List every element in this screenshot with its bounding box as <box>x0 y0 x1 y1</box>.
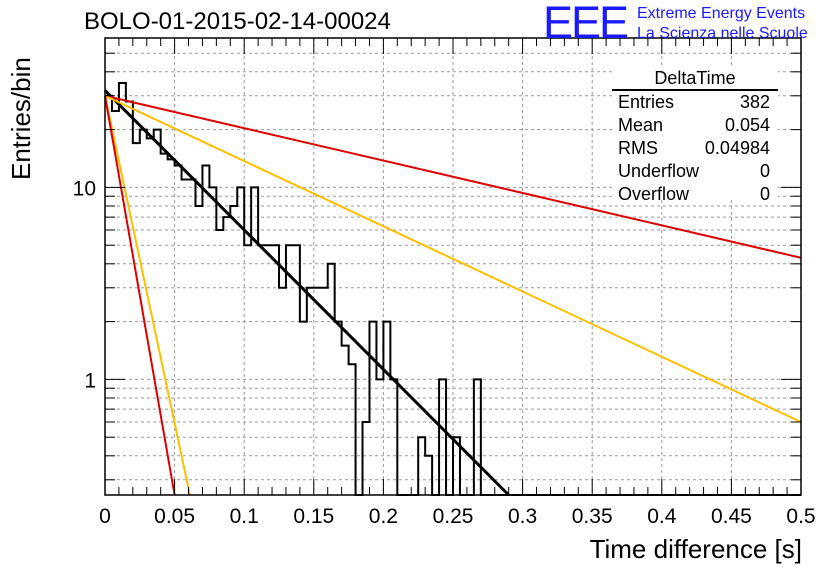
x-tick-label: 0.15 <box>293 505 334 528</box>
red-curve <box>104 95 176 496</box>
stats-value: 0.04984 <box>704 138 770 158</box>
stats-value: 0 <box>759 161 770 181</box>
x-tick-label: 0.35 <box>572 505 613 528</box>
logo-mark: EEE <box>543 0 629 48</box>
stats-label: Entries <box>618 92 675 112</box>
x-tick-label: 0.05 <box>154 505 195 528</box>
stats-value: 0 <box>759 184 770 204</box>
x-tick-label: 0.3 <box>508 505 537 528</box>
page-title: BOLO-01-2015-02-14-00024 <box>84 8 391 35</box>
y-tick-label: 1 <box>84 369 96 392</box>
stats-label: Underflow <box>618 161 700 181</box>
stats-row-overflow: Overflow 0 <box>618 184 770 207</box>
x-tick-label: 0.25 <box>433 505 474 528</box>
x-tick-label: 0.5 <box>786 505 815 528</box>
red-curve <box>104 94 802 259</box>
y-tick-label: 10 <box>73 177 96 200</box>
stats-label: Overflow <box>618 184 690 204</box>
orange-curve <box>104 94 802 423</box>
eee-logo: EEE Extreme Energy Events La Scienza nel… <box>543 0 833 48</box>
y-axis-label: Entries/bin <box>6 57 36 180</box>
x-tick-label: 0.1 <box>230 505 259 528</box>
stats-box: DeltaTime Entries 382 Mean 0.054 RMS 0.0… <box>612 66 778 204</box>
x-axis-label: Time difference [s] <box>589 534 802 564</box>
x-tick-label: 0 <box>99 505 111 528</box>
stats-label: RMS <box>618 138 658 158</box>
x-tick-label: 0.45 <box>711 505 752 528</box>
logo-text-line1: Extreme Energy Events <box>637 5 806 22</box>
stats-row-underflow: Underflow 0 <box>618 161 770 184</box>
stats-value: 0.054 <box>724 115 770 135</box>
stats-row-rms: RMS 0.04984 <box>618 138 770 161</box>
stats-row-mean: Mean 0.054 <box>618 115 770 138</box>
stats-label: Mean <box>618 115 664 135</box>
stats-divider <box>612 89 778 91</box>
black-curve <box>103 89 510 497</box>
logo-text-line2: La Scienza nelle Scuole <box>637 25 808 42</box>
orange-curve <box>104 95 191 496</box>
stats-title: DeltaTime <box>654 68 736 88</box>
stats-value: 382 <box>739 92 770 112</box>
stats-row-entries: Entries 382 <box>618 92 770 115</box>
x-tick-label: 0.2 <box>369 505 398 528</box>
x-tick-label: 0.4 <box>647 505 677 528</box>
